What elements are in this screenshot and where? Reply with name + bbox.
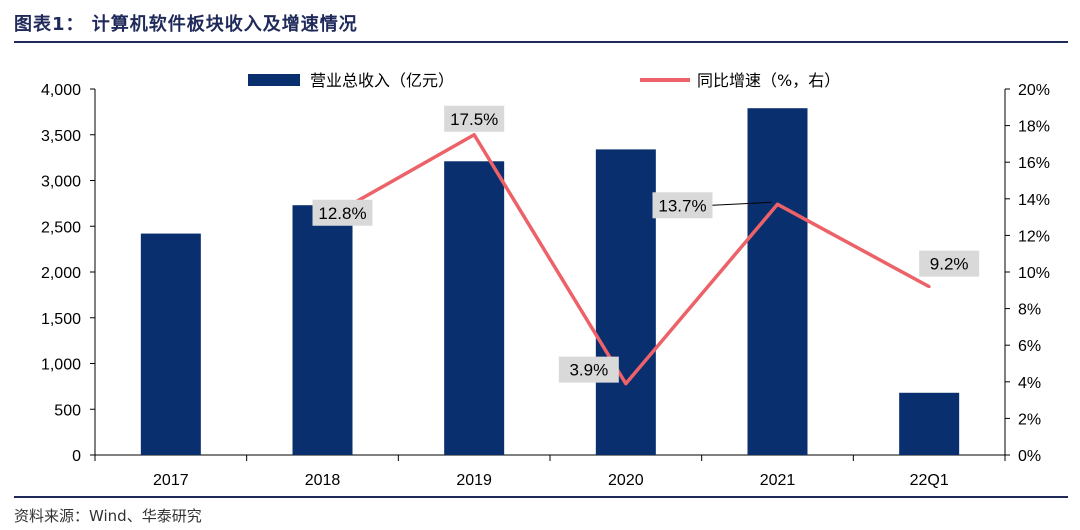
y2-tick-label-right: 12% (1018, 228, 1050, 245)
growth-label-box (444, 105, 505, 132)
revenue-growth-chart: 0 500 1,000 1,500 2,000 2,500 3,000 3,500 4,000 0… (41, 71, 1050, 489)
x-tick-label: 2020 (608, 472, 644, 489)
revenue-bar (899, 392, 960, 455)
legend-bar-swatch (248, 74, 300, 86)
source-note: 资料来源：Wind、华泰研究 (14, 507, 202, 525)
y2-tick-label-right: 0% (1018, 448, 1041, 465)
growth-data-label: 3.9% (569, 361, 608, 380)
growth-label-box (558, 356, 619, 383)
y2-tick-label-right: 10% (1018, 265, 1050, 282)
footer-rule (14, 496, 1068, 498)
figure-title: 图表1： 计算机软件板块收入及增速情况 (14, 14, 358, 35)
y-tick-label-left: 3,500 (41, 128, 81, 145)
x-tick-label: 2019 (456, 472, 492, 489)
x-tick-label: 2017 (153, 472, 189, 489)
growth-label-box (312, 199, 373, 226)
y-tick-label-left: 500 (54, 402, 81, 419)
y-tick-label-left: 1,500 (41, 311, 81, 328)
growth-point (927, 285, 931, 289)
revenue-bar (747, 108, 808, 455)
y-tick-label-left: 0 (72, 448, 81, 465)
growth-label-leader (712, 201, 772, 206)
revenue-bar (292, 205, 353, 455)
growth-data-label: 12.8% (318, 204, 366, 223)
y-tick-label-left: 1,000 (41, 357, 81, 374)
y2-tick-label-right: 8% (1018, 302, 1041, 319)
x-tick-label: 2018 (305, 472, 341, 489)
y2-tick-label-right: 14% (1018, 192, 1050, 209)
growth-data-label: 13.7% (658, 196, 706, 215)
y2-tick-label-right: 18% (1018, 119, 1050, 136)
y2-tick-label-right: 20% (1018, 82, 1050, 99)
y2-tick-label-right: 6% (1018, 338, 1041, 355)
revenue-bar (595, 149, 656, 455)
y-tick-label-left: 2,000 (41, 265, 81, 282)
title-rule (14, 41, 1068, 43)
growth-point (624, 382, 628, 386)
growth-data-label: 9.2% (930, 255, 969, 274)
legend-bar-label: 营业总收入（亿元） (310, 71, 454, 90)
growth-label-box (919, 250, 980, 277)
growth-point (776, 202, 779, 206)
growth-point (472, 133, 476, 137)
revenue-bar (140, 233, 201, 455)
legend-line-label: 同比增速（%，右） (697, 71, 840, 90)
y2-tick-label-right: 4% (1018, 375, 1041, 392)
y2-tick-label-right: 2% (1018, 411, 1041, 428)
y-tick-label-left: 2,500 (41, 219, 81, 236)
y-tick-label-left: 4,000 (41, 82, 81, 99)
x-tick-label: 2021 (760, 472, 796, 489)
x-tick-label: 22Q1 (910, 472, 949, 489)
y2-tick-label-right: 16% (1018, 155, 1050, 172)
growth-label-box (652, 192, 713, 219)
revenue-bar (444, 161, 505, 455)
growth-data-label: 17.5% (450, 110, 498, 129)
y-tick-label-left: 3,000 (41, 174, 81, 191)
